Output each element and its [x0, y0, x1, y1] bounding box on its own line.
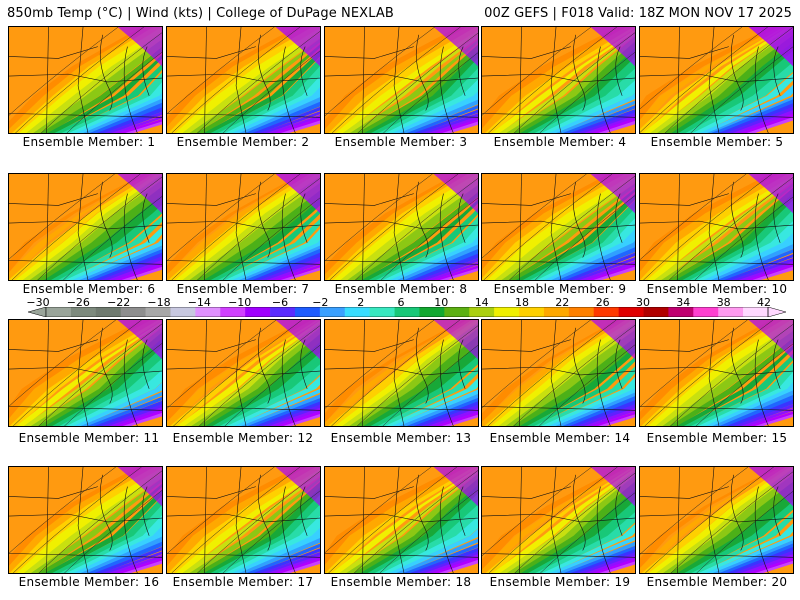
colorbar-segment	[120, 307, 146, 317]
colorbar-tick-label: 10	[434, 296, 449, 309]
ensemble-member-map	[324, 319, 479, 427]
colorbar-tick-label: −26	[66, 296, 90, 309]
colorbar-segment	[294, 307, 321, 317]
colorbar-tick-label: −22	[107, 296, 131, 309]
colorbar-tick-label: 18	[515, 296, 529, 309]
ensemble-member-map	[166, 466, 321, 574]
colorbar-segment	[394, 307, 420, 317]
colorbar-segment	[344, 307, 370, 317]
ensemble-member-map	[481, 466, 636, 574]
ensemble-member-label: Ensemble Member: 13	[330, 431, 472, 445]
colorbar-segment	[593, 307, 619, 317]
ensemble-member-label: Ensemble Member: 16	[18, 575, 160, 589]
ensemble-member-label: Ensemble Member: 5	[650, 135, 784, 149]
colorbar-segment	[170, 307, 196, 317]
ensemble-member-label: Ensemble Member: 8	[334, 282, 468, 296]
colorbar-tick-label: −2	[312, 296, 329, 309]
colorbar-tick-label: −10	[228, 296, 252, 309]
colorbar-segment	[270, 307, 296, 317]
ensemble-member-label: Ensemble Member: 6	[22, 282, 156, 296]
ensemble-member-label: Ensemble Member: 4	[493, 135, 627, 149]
ensemble-member-label: Ensemble Member: 12	[172, 431, 314, 445]
ensemble-member-map	[8, 466, 163, 574]
colorbar-segment	[519, 307, 545, 317]
model-run-info: 00Z GEFS | F018 Valid: 18Z MON NOV 17 20…	[484, 6, 792, 21]
ensemble-member-map	[8, 26, 163, 134]
colorbar-segment	[245, 307, 271, 317]
colorbar-tick-label: −14	[187, 296, 211, 309]
colorbar-segment	[444, 307, 470, 317]
ensemble-member-map	[639, 26, 794, 134]
ensemble-member-map	[639, 466, 794, 574]
ensemble-member-label: Ensemble Member: 2	[176, 135, 310, 149]
colorbar-segment	[95, 307, 121, 317]
colorbar-tick-label: −6	[271, 296, 289, 309]
colorbar-segment	[718, 307, 744, 317]
colorbar-segment	[494, 307, 520, 317]
colorbar-tick-label: 14	[474, 296, 489, 309]
colorbar-segment	[70, 307, 97, 317]
ensemble-member-label: Ensemble Member: 7	[176, 282, 310, 296]
ensemble-member-map	[481, 319, 636, 427]
colorbar-tick-label: −18	[147, 296, 171, 309]
colorbar-segment	[693, 307, 719, 317]
colorbar-segment	[46, 307, 72, 317]
colorbar-segment	[668, 307, 694, 317]
ensemble-member-label: Ensemble Member: 19	[489, 575, 631, 589]
colorbar-segment	[369, 307, 395, 317]
ensemble-member-map	[324, 26, 479, 134]
ensemble-member-map	[166, 173, 321, 281]
ensemble-member-label: Ensemble Member: 3	[334, 135, 468, 149]
colorbar-tick-label: 34	[676, 296, 691, 309]
colorbar-tick-label: −30	[26, 296, 50, 309]
colorbar-tick-label: 38	[716, 296, 731, 309]
ensemble-member-map	[639, 319, 794, 427]
ensemble-member-map	[481, 26, 636, 134]
ensemble-member-label: Ensemble Member: 18	[330, 575, 472, 589]
ensemble-member-map	[8, 319, 163, 427]
temperature-colorbar	[28, 307, 786, 317]
colorbar-tick-label: 26	[595, 296, 610, 309]
ensemble-member-label: Ensemble Member: 17	[172, 575, 314, 589]
colorbar-tick-label: 42	[757, 296, 771, 309]
colorbar-tick-label: 6	[397, 296, 405, 309]
ensemble-member-map	[639, 173, 794, 281]
colorbar-segment	[319, 307, 346, 317]
colorbar-segment	[145, 307, 171, 317]
colorbar-segment	[419, 307, 445, 317]
ensemble-member-map	[8, 173, 163, 281]
colorbar-segment	[643, 307, 669, 317]
colorbar-segment	[618, 307, 644, 317]
ensemble-member-map	[166, 319, 321, 427]
ensemble-member-map	[324, 173, 479, 281]
colorbar-segment	[469, 307, 495, 317]
ensemble-member-map	[324, 466, 479, 574]
colorbar-tick-label: 2	[357, 296, 365, 309]
colorbar-segment	[543, 307, 570, 317]
ensemble-member-label: Ensemble Member: 14	[489, 431, 631, 445]
map-title: 850mb Temp (°C) | Wind (kts) | College o…	[7, 6, 394, 21]
ensemble-member-label: Ensemble Member: 10	[646, 282, 788, 296]
ensemble-member-label: Ensemble Member: 20	[646, 575, 788, 589]
ensemble-member-label: Ensemble Member: 15	[646, 431, 788, 445]
ensemble-member-label: Ensemble Member: 11	[18, 431, 160, 445]
ensemble-member-map	[166, 26, 321, 134]
ensemble-member-label: Ensemble Member: 9	[493, 282, 627, 296]
colorbar-tick-label: 22	[555, 296, 570, 309]
colorbar-segment	[568, 307, 595, 317]
ensemble-member-label: Ensemble Member: 1	[22, 135, 156, 149]
colorbar-segment	[743, 307, 769, 317]
colorbar-segment	[195, 307, 221, 317]
colorbar-tick-label: 30	[636, 296, 650, 309]
ensemble-member-map	[481, 173, 636, 281]
colorbar-segment	[220, 307, 246, 317]
